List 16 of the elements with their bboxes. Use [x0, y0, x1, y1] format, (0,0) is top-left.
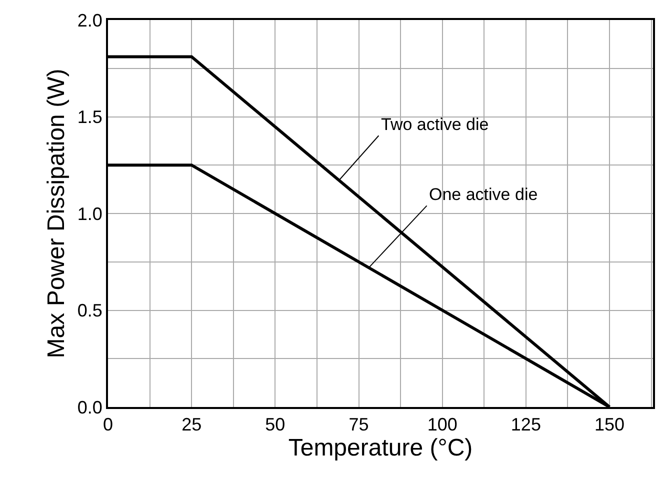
x-tick-label: 75 — [348, 414, 369, 435]
y-tick-label: 2.0 — [77, 10, 102, 30]
x-axis-title: Temperature (°C) — [288, 434, 473, 462]
y-tick-label: 1.0 — [77, 204, 102, 224]
x-tick-label: 125 — [510, 414, 541, 435]
y-tick-label: 0.5 — [77, 300, 102, 321]
y-tick-label: 1.5 — [77, 107, 102, 128]
x-tick-label: 0 — [102, 414, 114, 435]
x-tick-label: 100 — [427, 414, 458, 435]
x-tick-label: 150 — [594, 414, 625, 435]
x-tick-label: 50 — [265, 414, 286, 435]
annotation: Two active die — [381, 115, 489, 134]
annotation: One active die — [429, 185, 538, 204]
y-tick-label: 0.0 — [77, 397, 102, 418]
x-tick-label: 25 — [182, 414, 202, 435]
y-axis-title: Max Power Dissipation (W) — [42, 68, 70, 358]
